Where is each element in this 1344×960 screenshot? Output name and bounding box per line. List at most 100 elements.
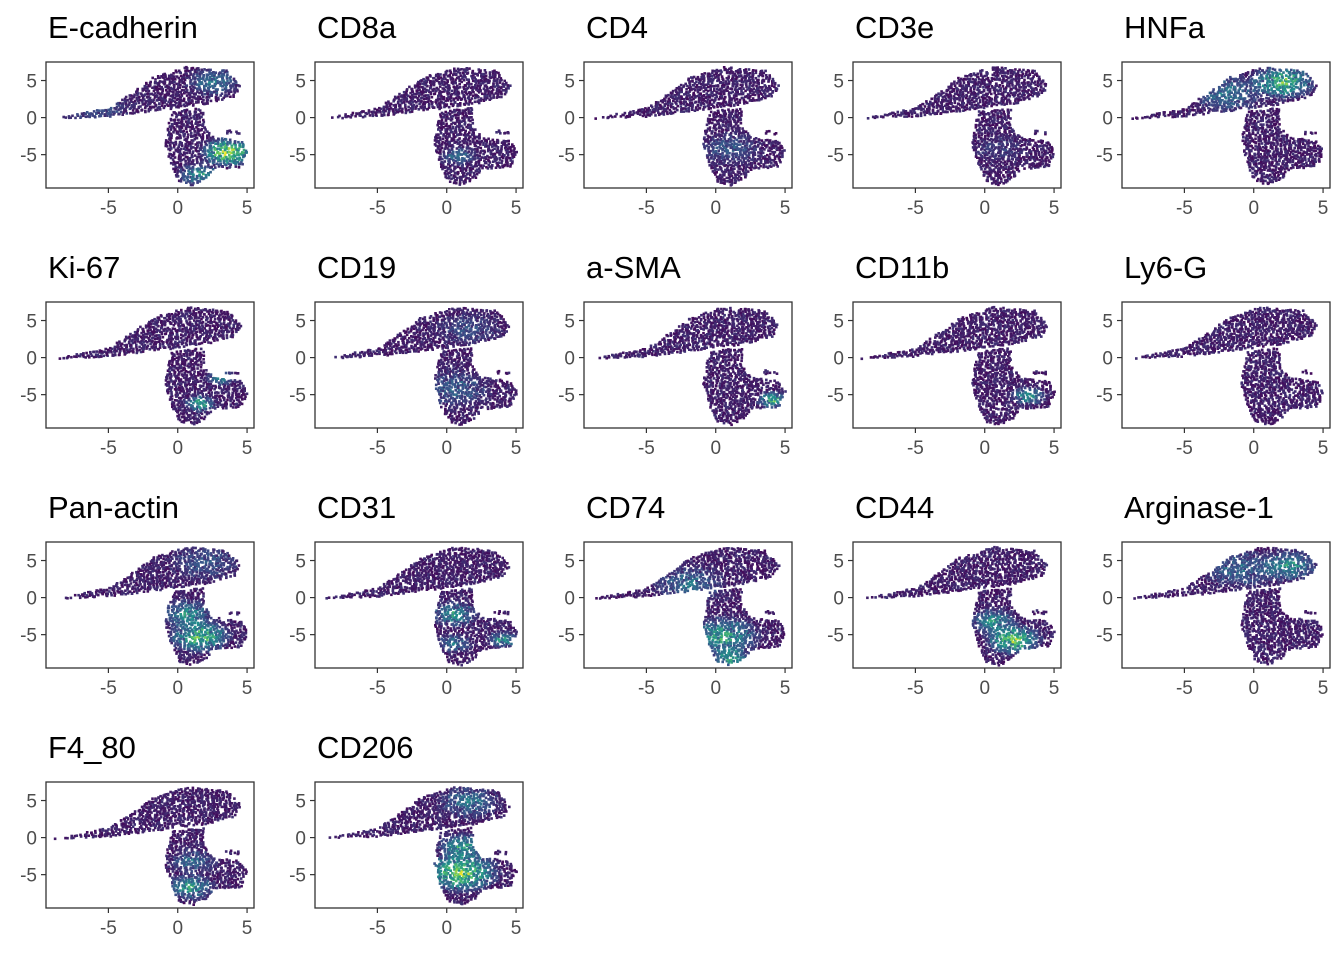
data-point — [436, 97, 440, 101]
data-point — [175, 82, 178, 86]
data-point — [749, 95, 752, 98]
data-point — [730, 164, 733, 167]
data-point — [458, 71, 462, 75]
data-point — [461, 77, 464, 80]
facet-title: CD3e — [855, 10, 934, 46]
data-point — [393, 95, 397, 99]
data-point — [499, 77, 503, 80]
data-point — [454, 165, 457, 169]
data-point — [177, 165, 181, 169]
data-point — [468, 91, 471, 94]
data-point — [444, 140, 448, 143]
data-point — [426, 94, 430, 97]
data-point — [500, 78, 503, 82]
data-point — [149, 101, 152, 105]
data-point — [985, 98, 989, 102]
data-point — [937, 109, 940, 113]
data-point — [447, 132, 451, 135]
data-point — [135, 96, 139, 100]
data-point — [491, 85, 495, 88]
data-point — [506, 131, 510, 134]
data-point — [200, 164, 203, 168]
data-point — [472, 131, 475, 135]
data-point — [106, 114, 109, 117]
data-point — [415, 89, 418, 92]
data-point — [983, 141, 986, 145]
data-point — [735, 94, 738, 98]
data-point — [505, 81, 508, 85]
data-point — [478, 157, 482, 160]
data-point — [720, 162, 724, 165]
data-point — [975, 103, 978, 107]
data-point — [225, 69, 228, 72]
data-point — [127, 103, 131, 107]
data-point — [191, 183, 194, 187]
data-point — [776, 142, 780, 146]
data-point — [463, 95, 466, 98]
data-point — [886, 113, 889, 117]
data-point — [179, 164, 183, 167]
data-point — [717, 133, 721, 136]
data-point — [170, 147, 173, 150]
data-point — [948, 92, 952, 95]
data-point — [778, 151, 782, 154]
data-point — [659, 105, 663, 108]
data-point — [986, 86, 990, 90]
data-point — [739, 111, 743, 115]
data-point — [419, 93, 423, 96]
data-point — [444, 82, 447, 85]
data-point — [497, 92, 500, 95]
data-point — [71, 114, 74, 118]
data-point — [124, 110, 128, 113]
data-point — [509, 159, 512, 162]
data-point — [669, 91, 673, 95]
data-point — [204, 176, 208, 179]
data-point — [177, 111, 181, 114]
data-point — [169, 132, 173, 136]
data-point — [995, 82, 998, 85]
data-point — [180, 141, 183, 145]
data-point — [717, 73, 721, 77]
data-point — [691, 103, 695, 106]
data-point — [949, 94, 952, 97]
data-point — [720, 142, 724, 146]
data-point — [197, 100, 200, 103]
data-point — [180, 126, 184, 130]
data-point — [704, 86, 708, 90]
data-point — [474, 78, 477, 81]
data-point — [753, 99, 756, 102]
data-point — [207, 172, 210, 175]
data-point — [666, 112, 669, 116]
data-point — [217, 98, 220, 101]
data-point — [418, 88, 421, 92]
data-point — [921, 102, 925, 106]
data-point — [471, 69, 475, 73]
data-point — [723, 104, 726, 108]
data-point — [449, 128, 452, 131]
data-point — [766, 160, 769, 164]
data-point — [195, 167, 199, 171]
data-point — [980, 120, 983, 123]
data-point — [402, 90, 406, 94]
data-point — [728, 113, 732, 117]
data-point — [737, 140, 740, 143]
data-point — [184, 101, 188, 104]
data-point — [491, 138, 495, 142]
data-point — [770, 141, 773, 145]
data-point — [601, 116, 605, 119]
data-point — [985, 163, 989, 166]
data-point — [468, 100, 471, 104]
data-point — [382, 110, 385, 113]
data-point — [995, 122, 998, 126]
data-point — [949, 98, 952, 102]
data-point — [487, 147, 490, 150]
data-point — [715, 171, 718, 174]
data-point — [373, 107, 376, 111]
data-point — [185, 72, 188, 75]
data-point — [987, 101, 991, 105]
data-point — [722, 117, 726, 121]
data-point — [217, 74, 221, 77]
data-point — [952, 109, 955, 113]
data-point — [759, 92, 763, 95]
data-point — [426, 100, 430, 103]
